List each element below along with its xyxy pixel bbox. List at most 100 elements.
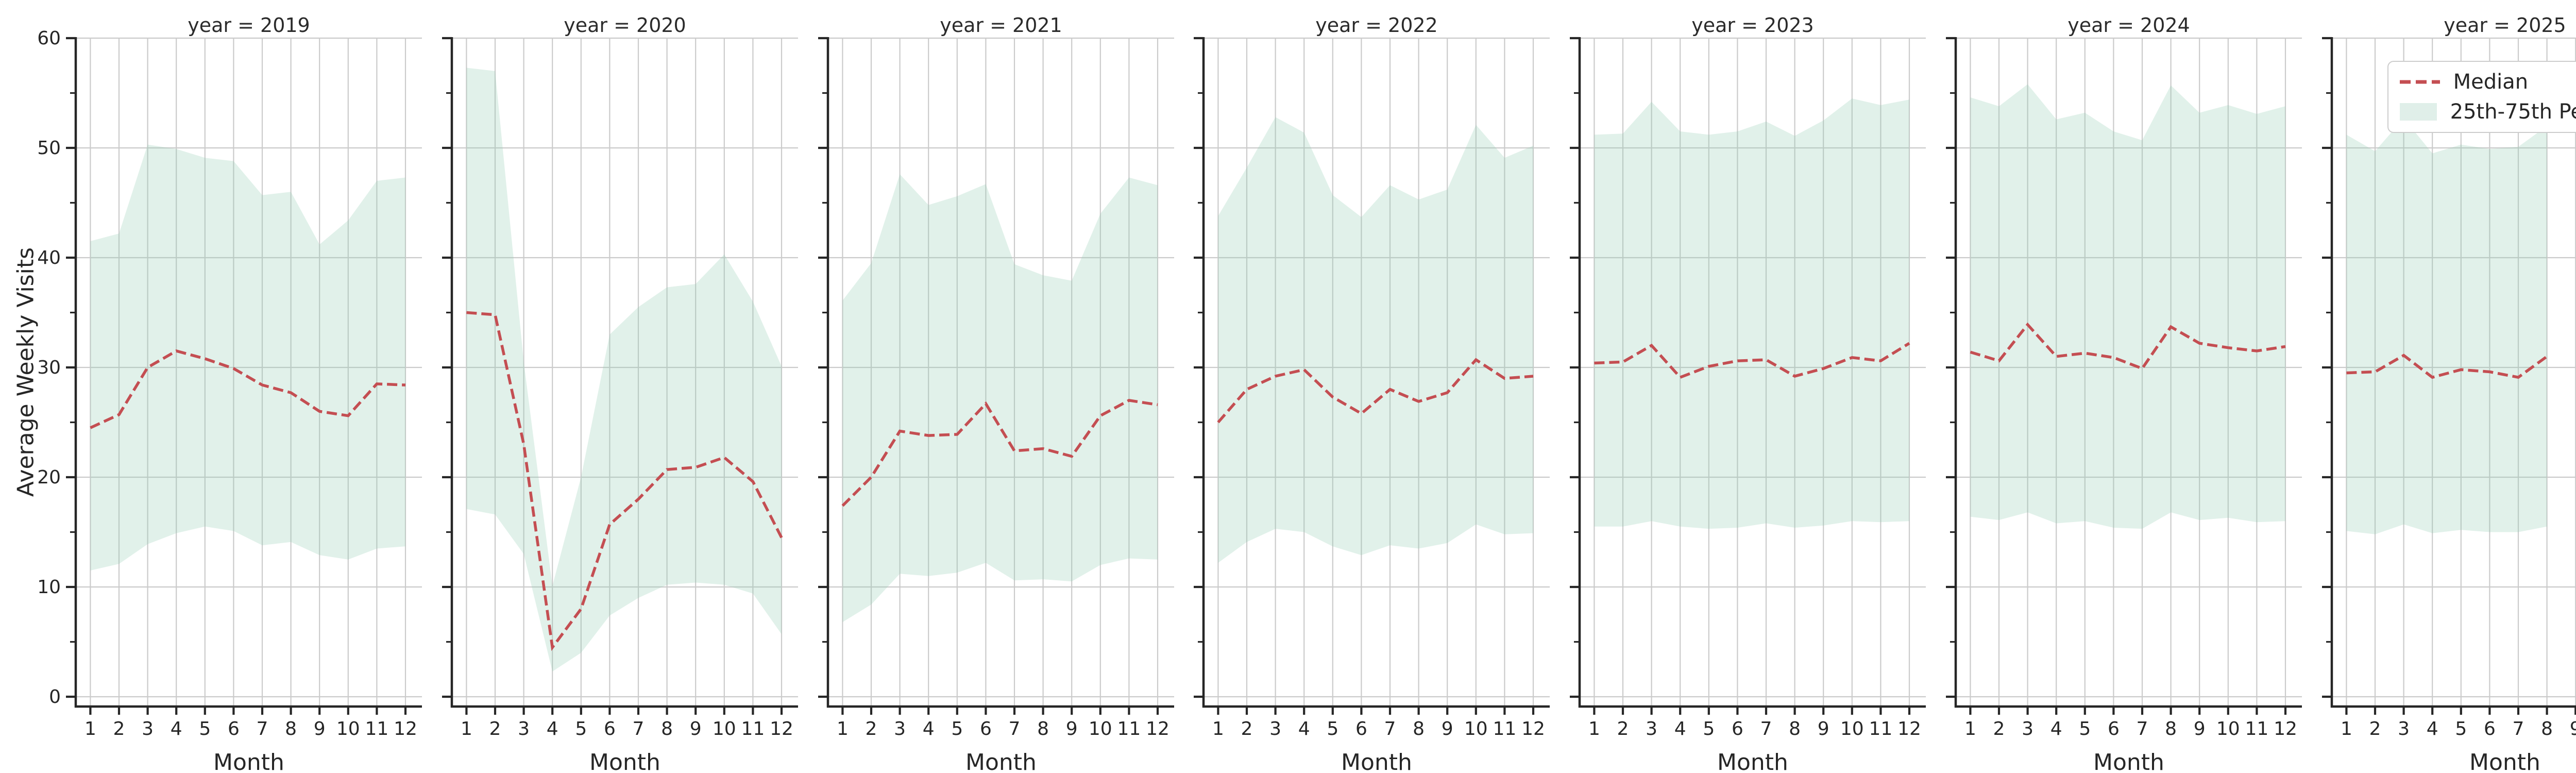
facet-title: year = 2025 [2444,14,2566,37]
x-tick-label: 8 [285,718,297,740]
x-tick-label: 5 [199,718,211,740]
x-tick-label: 8 [1413,718,1425,740]
x-tick-label: 12 [1146,718,1170,740]
legend: Median 25th-75th Percentile [2387,61,2576,133]
median-line [2346,354,2548,379]
x-tick-label: 10 [1840,718,1864,740]
x-axis-label: Month [2093,749,2164,773]
x-tick-label: 9 [1818,718,1829,740]
x-tick-label: 8 [2165,718,2177,740]
x-tick-label: 9 [314,718,326,740]
x-tick-label: 11 [1493,718,1516,740]
percentile-band [90,144,405,571]
x-tick-label: 3 [142,718,154,740]
x-axis-label: Month [213,749,284,773]
x-tick-label: 11 [741,718,765,740]
x-tick-label: 10 [336,718,360,740]
median-dashed-line-icon [2399,80,2440,84]
x-tick-label: 4 [2427,718,2438,740]
x-tick-label: 6 [2108,718,2120,740]
x-tick-label: 3 [518,718,530,740]
percentile-band [842,174,1158,623]
x-tick-label: 3 [2022,718,2033,740]
median-line [1594,342,1910,379]
x-axis-label: Month [589,749,660,773]
x-tick-label: 12 [770,718,793,740]
percentile-band [1970,84,2285,529]
x-tick-label: 1 [2341,718,2352,740]
median-line [1217,358,1534,424]
x-tick-label: 10 [1464,718,1488,740]
x-tick-label: 6 [604,718,616,740]
x-tick-label: 12 [2274,718,2297,740]
facet-title: year = 2020 [564,14,686,37]
x-tick-label: 2 [2369,718,2381,740]
x-tick-label: 1 [1964,718,1976,740]
x-tick-label: 6 [980,718,992,740]
x-tick-label: 8 [2541,718,2553,740]
y-tick-label: 40 [37,247,61,268]
x-tick-label: 7 [1384,718,1396,740]
x-tick-label: 7 [1760,718,1772,740]
x-tick-label: 8 [661,718,673,740]
y-tick-label: 10 [37,577,61,598]
x-tick-label: 7 [2513,718,2524,740]
x-tick-label: 7 [2137,718,2148,740]
legend-median-label: Median [2453,70,2529,94]
legend-band-label: 25th-75th Percentile [2450,100,2576,124]
percentile-band-swatch-icon [2399,103,2437,121]
x-tick-label: 3 [1269,718,1281,740]
x-tick-label: 6 [1355,718,1367,740]
y-tick-label: 0 [49,686,61,708]
x-tick-label: 4 [547,718,558,740]
x-tick-label: 11 [365,718,388,740]
x-tick-label: 2 [1617,718,1629,740]
x-tick-label: 2 [1241,718,1253,740]
x-tick-label: 2 [866,718,877,740]
facet-title: year = 2022 [1315,14,1437,37]
x-tick-label: 4 [1674,718,1686,740]
x-tick-label: 8 [1037,718,1049,740]
x-axis-label: Month [965,749,1037,773]
x-tick-label: 11 [1117,718,1141,740]
x-tick-label: 9 [1066,718,1078,740]
y-axis-label: Average Weekly Visits [12,247,39,497]
x-tick-label: 11 [2245,718,2268,740]
percentile-band [466,68,782,671]
y-tick-label: 30 [37,357,61,378]
x-tick-label: 10 [1089,718,1112,740]
x-tick-label: 5 [575,718,587,740]
x-tick-label: 4 [2050,718,2062,740]
x-tick-label: 6 [1732,718,1743,740]
median-line [841,399,1158,507]
facet-title: year = 2023 [1691,14,1814,37]
x-tick-label: 4 [923,718,935,740]
x-tick-label: 6 [2484,718,2496,740]
x-tick-label: 5 [2079,718,2091,740]
x-tick-label: 3 [894,718,906,740]
legend-row-band: 25th-75th Percentile [2399,100,2576,124]
x-tick-label: 3 [2398,718,2410,740]
x-tick-label: 9 [2570,718,2576,740]
x-tick-label: 4 [1298,718,1310,740]
percentile-band [1594,98,1909,529]
x-tick-label: 1 [1588,718,1600,740]
x-tick-label: 10 [2216,718,2240,740]
x-tick-label: 1 [1212,718,1224,740]
x-tick-label: 6 [228,718,240,740]
x-tick-label: 7 [257,718,268,740]
percentile-band [1218,117,1533,563]
x-tick-label: 10 [713,718,736,740]
x-tick-label: 1 [84,718,96,740]
percentile-band [2346,118,2547,534]
x-tick-label: 7 [1009,718,1021,740]
x-tick-label: 9 [1442,718,1453,740]
x-tick-label: 2 [113,718,125,740]
x-tick-label: 2 [489,718,501,740]
